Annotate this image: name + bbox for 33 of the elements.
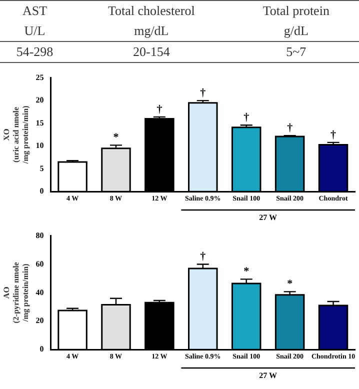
text: Total protein [262,2,330,20]
y-tick-label: 20 [36,316,44,326]
y-axis-title: XO (uric acid nmole /mg protein/min) [2,105,30,165]
y-tick-label: 5 [40,164,44,173]
annotation: † [156,103,163,116]
text: 27 W [259,213,278,222]
text: g/dL [282,22,310,40]
text: 20-154 [132,43,171,61]
text: 27 W [259,371,278,380]
annotation: * [244,266,250,278]
text: mg/dL [133,22,170,40]
y-tick-label: 10 [36,141,44,150]
y-tick-label: 15 [36,118,44,128]
text: Total cholesterol [107,2,196,20]
text: AST [21,2,48,20]
annotation: * [113,132,120,144]
annotation: * [287,278,294,290]
text: U/L [23,22,46,40]
annotation: † [200,250,206,263]
text: 54-298 [15,43,54,61]
y-tick-label: 0 [40,186,44,196]
y-axis-title: AO (2-pyridine nmole /mg protein/min) [2,262,30,324]
annotation: † [287,122,294,134]
annotation: † [330,128,337,141]
y-tick-label: 20 [36,96,44,105]
annotation: † [200,86,206,99]
text: 5~7 [285,43,308,61]
y-tick-label: 60 [36,259,44,268]
y-tick-label: 25 [36,72,44,82]
y-tick-label: 40 [36,288,44,297]
annotation: † [244,111,250,124]
y-tick-label: 0 [40,344,44,354]
y-tick-label: 80 [36,230,44,240]
